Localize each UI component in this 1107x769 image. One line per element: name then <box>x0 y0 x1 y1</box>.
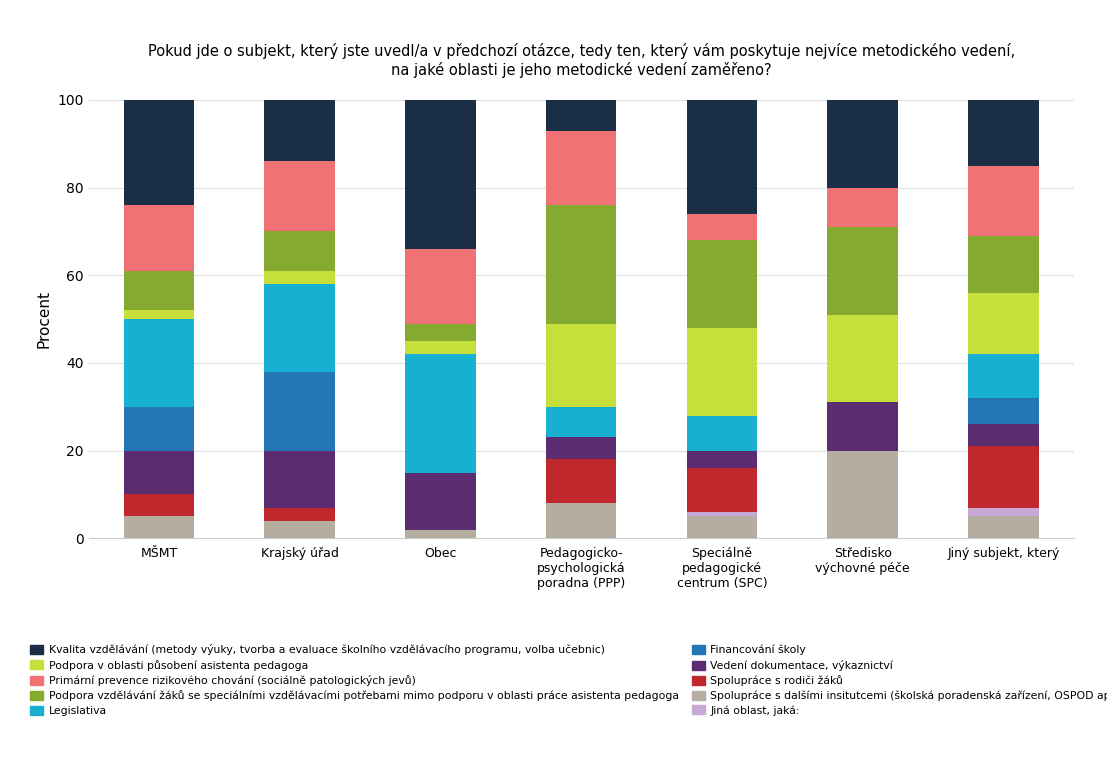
Bar <box>124 451 194 494</box>
Bar <box>265 508 334 521</box>
Bar <box>686 100 757 214</box>
Bar <box>827 451 898 538</box>
Bar <box>546 131 617 205</box>
Bar <box>969 100 1038 166</box>
Bar <box>686 328 757 415</box>
Bar <box>124 517 194 538</box>
Bar <box>265 231 334 271</box>
Bar <box>969 293 1038 355</box>
Bar <box>265 161 334 231</box>
Bar <box>827 100 898 188</box>
Bar <box>686 512 757 517</box>
Bar <box>827 315 898 402</box>
Bar <box>405 324 476 341</box>
Bar <box>405 355 476 472</box>
Bar <box>265 371 334 451</box>
Bar <box>686 214 757 240</box>
Bar <box>124 319 194 407</box>
Title: Pokud jde o subjekt, který jste uvedl/a v předchozí otázce, tedy ten, který vám : Pokud jde o subjekt, který jste uvedl/a … <box>147 43 1015 78</box>
Legend: Kvalita vzdělávání (metody výuky, tvorba a evaluace školního vzdělávacího progra: Kvalita vzdělávání (metody výuky, tvorba… <box>25 640 1107 721</box>
Bar <box>124 311 194 319</box>
Bar <box>686 517 757 538</box>
Bar <box>686 468 757 512</box>
Bar <box>969 446 1038 508</box>
Bar <box>124 271 194 311</box>
Bar <box>405 249 476 324</box>
Bar <box>827 402 898 451</box>
Bar <box>124 205 194 271</box>
Bar <box>265 271 334 284</box>
Bar <box>686 451 757 468</box>
Bar <box>265 100 334 161</box>
Bar <box>969 508 1038 517</box>
Y-axis label: Procent: Procent <box>37 290 52 348</box>
Bar <box>124 100 194 205</box>
Bar <box>546 503 617 538</box>
Bar <box>405 100 476 249</box>
Bar <box>827 188 898 227</box>
Bar <box>686 240 757 328</box>
Bar <box>265 521 334 538</box>
Bar <box>827 227 898 315</box>
Bar <box>124 407 194 451</box>
Bar <box>546 459 617 503</box>
Bar <box>546 324 617 407</box>
Bar <box>405 341 476 355</box>
Bar <box>405 472 476 530</box>
Bar <box>546 407 617 438</box>
Bar <box>546 438 617 459</box>
Bar <box>969 398 1038 424</box>
Bar <box>969 517 1038 538</box>
Bar <box>969 236 1038 293</box>
Bar <box>686 415 757 451</box>
Bar <box>265 284 334 371</box>
Bar <box>969 355 1038 398</box>
Bar <box>124 494 194 517</box>
Bar <box>546 205 617 324</box>
Bar <box>265 451 334 508</box>
Bar <box>405 530 476 538</box>
Bar <box>546 100 617 131</box>
Bar <box>969 424 1038 446</box>
Bar <box>969 166 1038 236</box>
